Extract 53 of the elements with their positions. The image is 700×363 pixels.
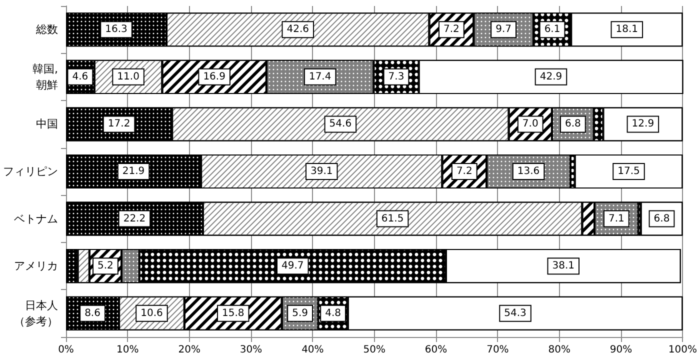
data-label: 17.2 [108, 118, 130, 130]
x-tick-label: 30% [240, 344, 262, 356]
data-label: 42.6 [286, 24, 310, 36]
data-label: 8.6 [84, 308, 100, 319]
data-label: 7.0 [522, 118, 538, 130]
x-tick-label: 0% [58, 344, 74, 356]
x-tick-label: 100% [668, 344, 698, 356]
x-tick-label: 10% [116, 344, 139, 356]
data-label: 49.7 [282, 260, 304, 272]
data-label: 38.1 [552, 260, 575, 272]
data-label: 4.6 [72, 71, 88, 82]
data-label: 4.8 [325, 308, 341, 319]
data-label: 11.0 [117, 71, 140, 82]
y-tick-label: 韓国,朝鮮 [32, 62, 58, 92]
x-tick-label: 90% [610, 344, 632, 356]
y-tick-label: ベトナム [14, 212, 58, 226]
data-label: 18.1 [616, 24, 638, 36]
x-tick-label: 60% [424, 344, 448, 356]
data-label: 54.6 [329, 118, 352, 130]
y-tick-label: 総数 [35, 23, 58, 36]
data-label: 39.1 [310, 166, 333, 177]
y-tick-label: 日本人（参考） [14, 298, 58, 328]
data-label: 7.2 [456, 166, 472, 177]
y-tick-label: 中国 [36, 118, 58, 131]
data-label: 5.9 [292, 308, 308, 319]
data-label: 17.4 [308, 71, 332, 82]
data-label: 16.9 [203, 71, 226, 82]
data-label: 15.8 [222, 308, 244, 319]
data-label: 7.3 [388, 71, 404, 82]
data-label: 16.3 [105, 24, 128, 36]
data-label: 61.5 [381, 213, 404, 224]
data-label: 21.9 [122, 166, 145, 177]
data-label: 13.6 [517, 166, 540, 177]
data-label: 6.8 [654, 213, 670, 224]
data-label: 42.9 [540, 71, 562, 82]
data-label: 17.5 [618, 166, 640, 177]
x-tick-label: 80% [548, 344, 570, 356]
data-label: 7.2 [443, 24, 460, 36]
data-label: 6.1 [544, 24, 560, 36]
data-label: 5.2 [98, 260, 114, 272]
x-tick-label: 40% [302, 344, 324, 356]
data-label: 10.6 [140, 308, 163, 319]
x-tick-label: 50% [363, 344, 386, 356]
data-label: 6.8 [564, 118, 581, 130]
x-tick-label: 70% [486, 344, 509, 356]
data-label: 9.7 [496, 24, 512, 36]
y-tick-label: アメリカ [14, 260, 58, 273]
data-label: 7.1 [608, 213, 624, 224]
data-label: 54.3 [504, 308, 526, 319]
data-label: 12.9 [632, 118, 654, 130]
y-tick-label: フィリピン [3, 165, 58, 178]
x-tick-label: 20% [178, 344, 200, 356]
data-label: 22.2 [123, 213, 146, 224]
